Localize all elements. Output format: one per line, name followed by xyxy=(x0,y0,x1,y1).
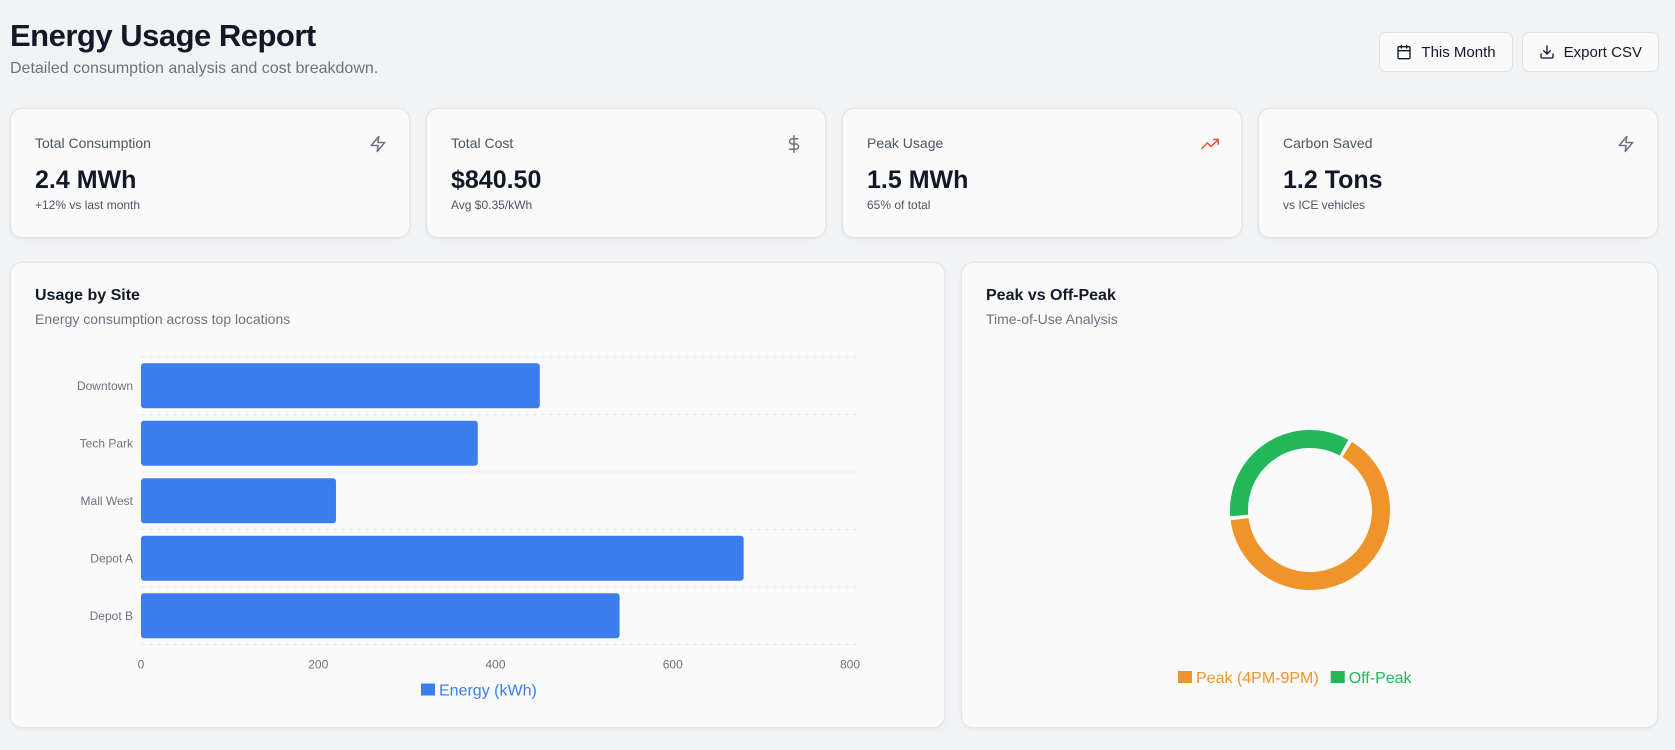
stat-label: Total Cost xyxy=(451,135,514,151)
usage-bar-chart: Downtown Tech Park Mall West Depot A Depot B… xyxy=(77,356,860,700)
legend-swatch xyxy=(421,683,435,696)
legend-swatch xyxy=(1178,671,1192,683)
stat-label: Total Consumption xyxy=(35,135,151,151)
header-actions: This Month Export CSV xyxy=(1379,32,1659,72)
peak-donut-chart: Peak (4PM-9PM) Off-Peak xyxy=(1178,430,1413,687)
lightning-icon xyxy=(1618,135,1634,153)
category-label: Depot A xyxy=(90,551,133,565)
export-csv-button[interactable]: Export CSV xyxy=(1521,32,1659,72)
category-label: Tech Park xyxy=(80,436,134,450)
stat-label: Carbon Saved xyxy=(1283,135,1373,151)
bar xyxy=(141,535,744,581)
legend-label: Off-Peak xyxy=(1349,670,1413,687)
bar xyxy=(141,478,336,524)
page-subtitle: Detailed consumption analysis and cost b… xyxy=(10,60,379,77)
bar xyxy=(141,593,620,639)
peak-offpeak-panel: Peak vs Off-Peak Time-of-Use Analysis Pe… xyxy=(961,262,1658,728)
stat-value: $840.50 xyxy=(451,166,542,194)
category-label: Downtown xyxy=(77,379,133,393)
legend-label: Energy (kWh) xyxy=(439,683,537,700)
tick-label: 0 xyxy=(138,658,145,672)
export-button-label: Export CSV xyxy=(1563,43,1642,61)
stat-card-total-cost: Total Cost $840.50 Avg $0.35/kWh xyxy=(426,108,826,238)
category-label: Mall West xyxy=(81,494,134,508)
stat-card-carbon-saved: Carbon Saved 1.2 Tons vs ICE vehicles xyxy=(1258,108,1658,238)
legend-swatch xyxy=(1330,671,1345,683)
tick-label: 800 xyxy=(840,658,860,672)
usage-by-site-panel: Usage by Site Energy consumption across … xyxy=(10,262,945,728)
trending-up-icon xyxy=(1201,138,1219,150)
stat-value: 1.5 MWh xyxy=(867,166,969,194)
panel-title: Peak vs Off-Peak xyxy=(986,287,1116,304)
stats-row: Total Consumption 2.4 MWh +12% vs last m… xyxy=(10,108,1658,238)
download-icon xyxy=(1539,45,1554,59)
panel-subtitle: Time-of-Use Analysis xyxy=(986,311,1118,327)
period-button[interactable]: This Month xyxy=(1379,32,1513,72)
bar xyxy=(141,420,478,466)
stat-value: 1.2 Tons xyxy=(1283,166,1383,194)
panel-subtitle: Energy consumption across top locations xyxy=(35,311,291,327)
donut-slice xyxy=(1230,430,1349,517)
dollar-icon xyxy=(788,135,800,153)
tick-label: 400 xyxy=(485,658,505,672)
stat-sub: vs ICE vehicles xyxy=(1283,198,1366,212)
stat-sub: 65% of total xyxy=(867,198,931,212)
stat-card-total-consumption: Total Consumption 2.4 MWh +12% vs last m… xyxy=(10,108,410,238)
panel-title: Usage by Site xyxy=(35,287,140,304)
stat-value: 2.4 MWh xyxy=(35,166,137,194)
calendar-icon xyxy=(1397,44,1412,60)
stat-card-peak-usage: Peak Usage 1.5 MWh 65% of total xyxy=(842,108,1242,238)
stat-label: Peak Usage xyxy=(867,135,944,151)
stat-sub: Avg $0.35/kWh xyxy=(451,198,533,212)
legend-label: Peak (4PM-9PM) xyxy=(1196,670,1319,687)
category-label: Depot B xyxy=(90,609,133,623)
lightning-icon xyxy=(370,135,386,153)
page-header: Energy Usage Report Detailed consumption… xyxy=(10,18,378,78)
period-button-label: This Month xyxy=(1421,43,1496,61)
bar xyxy=(141,363,540,409)
tick-label: 600 xyxy=(663,658,683,672)
tick-label: 200 xyxy=(308,658,328,672)
stat-sub: +12% vs last month xyxy=(35,198,141,212)
page-title: Energy Usage Report xyxy=(10,18,316,53)
